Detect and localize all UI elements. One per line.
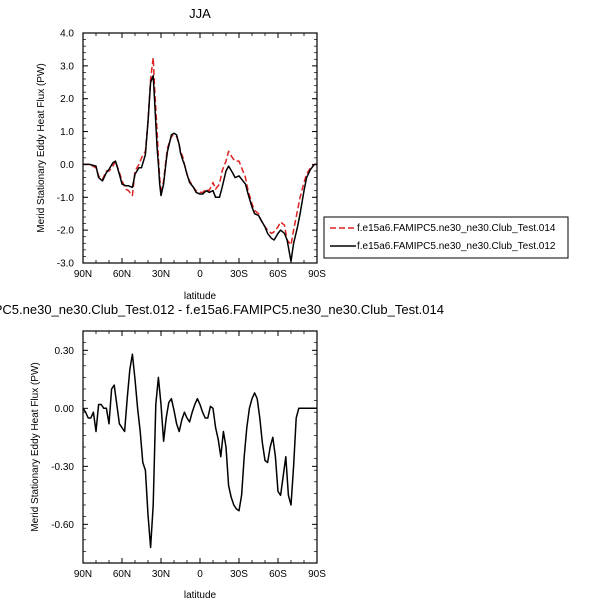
bottom-chart-xtick-label: 0 [197,569,203,580]
top-chart-ytick-label: 4.0 [60,29,74,40]
top-chart-ytick-label: -3.0 [57,259,75,270]
bottom-chart: f.e15a6.FAMIPC5.ne30_ne30.Club_Test.012 … [0,302,444,601]
top-chart-ytick-label: 0.0 [60,160,74,171]
bottom-chart-ylabel: Merid Stationary Eddy Heat Flux (PW) [30,362,41,532]
bottom-chart-xtick-label: 60N [113,569,131,580]
top-chart-ytick-label: 1.0 [60,127,74,138]
bottom-chart-title: f.e15a6.FAMIPC5.ne30_ne30.Club_Test.012 … [0,302,444,317]
top-chart-xtick-label: 0 [197,269,203,280]
legend-box [323,216,569,259]
top-chart-ticks: 90N 60N 30N 0 30S 60S 90S -3.0 -2.0 -1.0 0.0 1.0 2.0… [57,29,326,281]
bottom-chart-xtick-label: 60S [269,569,287,580]
top-chart-series-line-1 [83,56,317,246]
bottom-chart-series-line-1 [82,353,317,549]
top-chart: JJA latitude Merid Stationary Eddy Heat … [36,6,569,302]
top-chart-series [83,56,317,263]
bottom-chart-xtick-label: 30N [152,569,170,580]
bottom-chart-ytick-label: -0.60 [51,520,74,531]
bottom-chart-ticks: 90N 60N 30N 0 30S 60S 90S -0.60 -0.30 0.00 0.30 [51,330,326,580]
legend-label-series-1: f.e15a6.FAMIPC5.ne30_ne30.Club_Test.014 [357,223,556,234]
bottom-chart-xtick-label: 90S [308,569,326,580]
top-chart-xtick-label: 30N [152,269,170,280]
bottom-chart-frame [82,330,318,564]
bottom-chart-xtick-label: 90N [74,569,92,580]
bottom-chart-ytick-label: 0.30 [55,346,75,357]
bottom-chart-xtick-label: 30S [230,569,248,580]
bottom-chart-ytick-label: 0.00 [55,404,75,415]
legend: f.e15a6.FAMIPC5.ne30_ne30.Club_Test.014 … [323,216,569,259]
top-chart-series-line-2 [83,74,317,263]
top-chart-xlabel: latitude [184,291,217,302]
legend-label-series-2: f.e15a6.FAMIPC5.ne30_ne30.Club_Test.012 [357,241,556,252]
top-chart-xtick-label: 90N [74,269,92,280]
top-chart-frame [82,32,318,264]
top-chart-ylabel: Merid Stationary Eddy Heat Flux (PW) [36,63,47,233]
top-chart-xtick-label: 30S [230,269,248,280]
bottom-chart-series [82,353,317,549]
top-chart-ytick-label: 2.0 [60,94,74,105]
top-chart-ytick-label: -2.0 [57,226,75,237]
bottom-chart-ytick-label: -0.30 [51,462,74,473]
top-chart-title: JJA [189,6,211,21]
top-chart-xtick-label: 60S [269,269,287,280]
bottom-chart-xlabel: latitude [184,590,217,601]
top-chart-xtick-label: 60N [113,269,131,280]
top-chart-ytick-label: -1.0 [57,193,75,204]
top-chart-xtick-label: 90S [308,269,326,280]
top-chart-ytick-label: 3.0 [60,61,74,72]
